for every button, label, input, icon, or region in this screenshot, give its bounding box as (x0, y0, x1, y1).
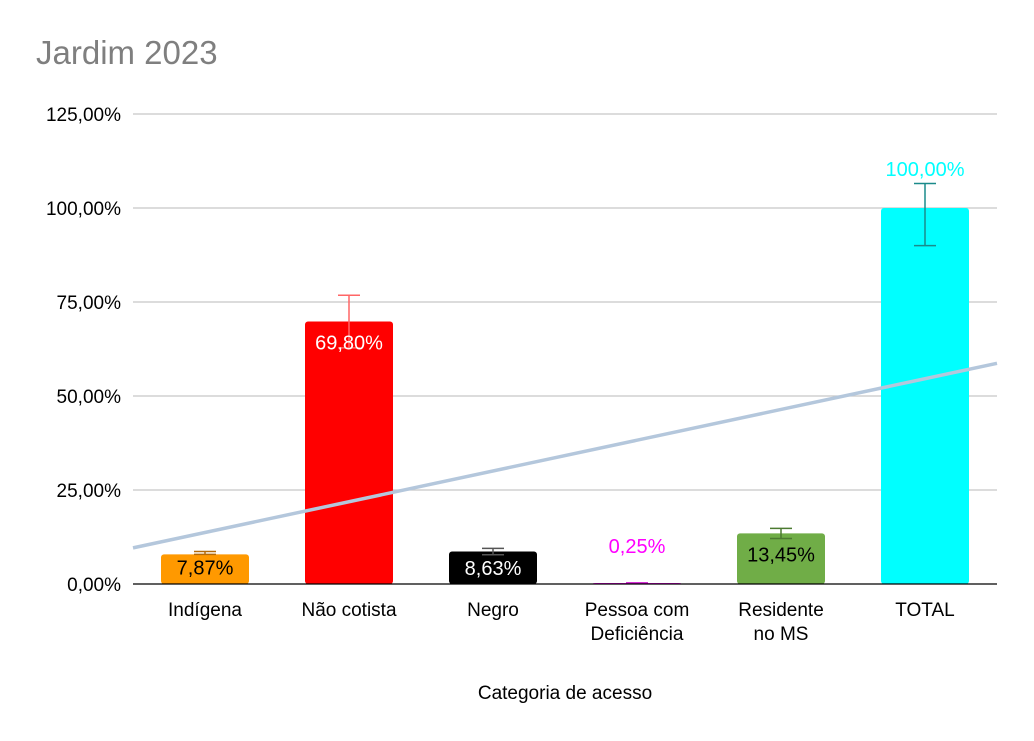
data-label: 8,63% (465, 558, 522, 580)
x-category-label: Não cotista (301, 600, 396, 621)
error-bars (194, 182, 936, 584)
x-axis-category-labels: Indígena Não cotista Negro Pessoa com Defici… (168, 600, 955, 645)
y-tick-label: 125,00% (46, 105, 121, 126)
data-label: 100,00% (886, 159, 965, 181)
y-tick-label: 75,00% (57, 293, 122, 314)
x-category-label: Deficiência (591, 624, 684, 645)
x-category-label: Negro (467, 600, 519, 621)
bars (161, 208, 969, 584)
data-label: 13,45% (747, 544, 815, 566)
data-label: 69,80% (315, 333, 383, 355)
bar (737, 533, 825, 584)
y-tick-label: 100,00% (46, 199, 121, 220)
x-category-label: Residente (738, 600, 824, 621)
x-category-label: no MS (754, 624, 809, 645)
chart-title: Jardim 2023 (36, 34, 218, 71)
bar (449, 551, 537, 584)
data-labels: 7,87% 69,80% 8,63% 0,25% 13,45% 100,00% (177, 159, 965, 580)
trendline (132, 361, 998, 550)
bar (305, 321, 393, 584)
x-axis-title: Categoria de acesso (478, 683, 652, 704)
data-label: 7,87% (177, 557, 234, 579)
y-tick-label: 0,00% (67, 575, 121, 596)
y-tick-label: 50,00% (57, 387, 122, 408)
gridlines (133, 113, 997, 491)
y-axis-tick-labels: 0,00% 25,00% 50,00% 75,00% 100,00% 125,00% (46, 105, 121, 596)
bar (161, 554, 249, 584)
bar (881, 208, 969, 584)
x-category-label: TOTAL (895, 600, 954, 621)
y-tick-label: 25,00% (57, 481, 122, 502)
x-category-label: Indígena (168, 600, 242, 621)
trendline-line (132, 361, 998, 550)
data-label: 0,25% (609, 536, 666, 558)
x-category-label: Pessoa com (585, 600, 690, 621)
